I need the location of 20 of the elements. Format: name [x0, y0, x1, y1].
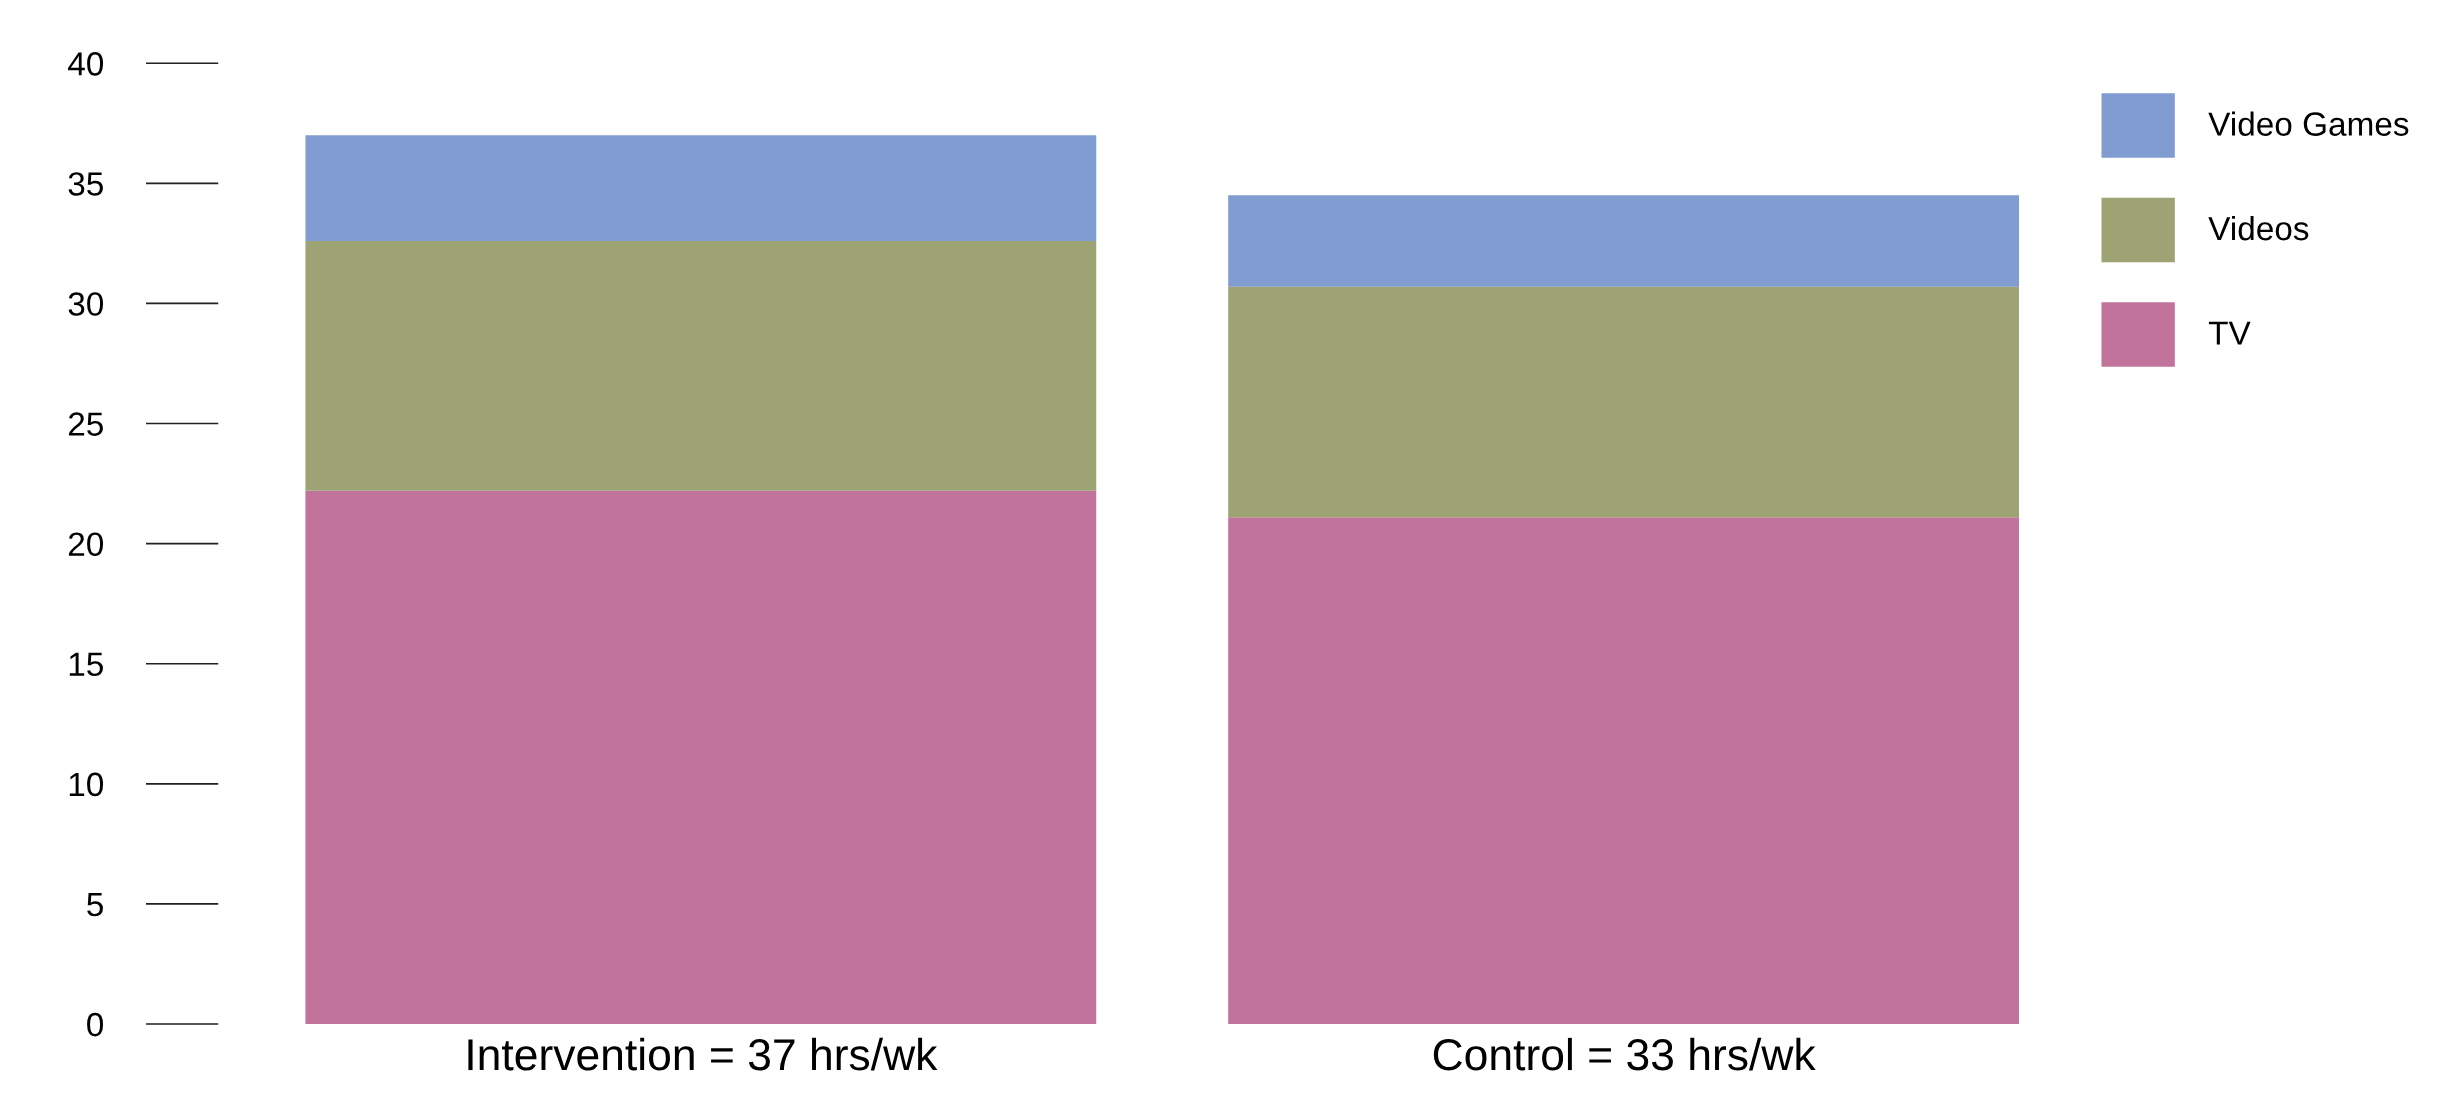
bar [1228, 286, 2020, 518]
y-tick-label: 30 [68, 292, 104, 316]
bar [305, 135, 1097, 241]
legend-label: Video Games [2208, 111, 2409, 136]
x-tick-label: Intervention = 37 hrs/wk [468, 1037, 938, 1071]
legend-label: Videos [2208, 215, 2309, 241]
bar [305, 241, 1097, 491]
y-tick-label: 25 [68, 412, 103, 436]
bar [1228, 195, 2020, 287]
bar [1228, 517, 2020, 1024]
x-tick-label: Control = 33 hrs/wk [1433, 1037, 1816, 1071]
legend-label: TV [2208, 321, 2251, 345]
y-tick-label: 0 [87, 1012, 104, 1037]
y-tick-label: 35 [68, 172, 103, 196]
y-tick-label: 20 [68, 532, 104, 557]
y-tick-label: 5 [87, 893, 103, 917]
bar [305, 490, 1097, 1024]
y-tick-label: 40 [68, 52, 104, 76]
y-tick-label: 15 [69, 652, 103, 677]
y-tick-label: 10 [69, 772, 104, 797]
